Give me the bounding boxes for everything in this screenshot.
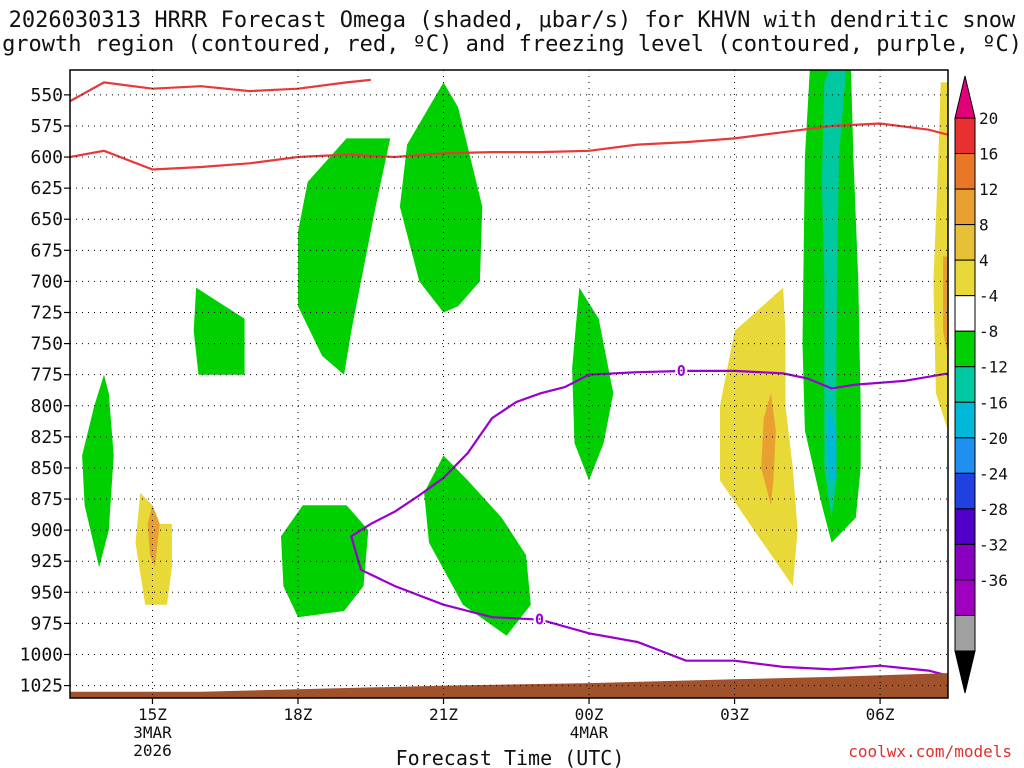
y-tick-label: 925 bbox=[30, 551, 63, 572]
colorbar-top-arrow bbox=[954, 75, 976, 119]
y-tick-label: 650 bbox=[30, 209, 63, 230]
y-tick-label: 775 bbox=[30, 365, 63, 386]
colorbar-bin bbox=[954, 614, 976, 652]
omega-region-green-3 bbox=[193, 287, 245, 375]
colorbar-bin bbox=[954, 330, 976, 368]
dgz-contour-lower bbox=[70, 122, 948, 171]
x-tick-label: 21Z bbox=[429, 705, 458, 724]
colorbar-label: 12 bbox=[979, 180, 998, 199]
freezing-level-label: 0 bbox=[535, 611, 544, 629]
colorbar-label: 8 bbox=[979, 216, 989, 235]
x-tick-label: 15Z bbox=[138, 705, 167, 724]
y-tick-label: 950 bbox=[30, 582, 63, 603]
colorbar-label: -36 bbox=[979, 571, 1008, 590]
colorbar-bin bbox=[954, 366, 976, 403]
colorbar-bin bbox=[954, 579, 976, 616]
y-tick-label: 550 bbox=[30, 85, 63, 106]
colorbar-bottom-arrow bbox=[954, 650, 976, 694]
y-tick-label: 625 bbox=[30, 178, 63, 199]
omega-region-teal-12 bbox=[821, 70, 847, 518]
freezing-level-label-bg bbox=[675, 362, 688, 378]
colorbar-label: 16 bbox=[979, 145, 998, 164]
colorbar-bin bbox=[954, 188, 976, 226]
freezing-level-contour bbox=[350, 369, 948, 677]
y-tick-label: 975 bbox=[30, 613, 63, 634]
colorbar-bin bbox=[954, 472, 976, 510]
colorbar-bin bbox=[954, 508, 976, 545]
y-tick-label: 725 bbox=[30, 302, 63, 323]
y-tick-label: 575 bbox=[30, 116, 63, 137]
omega-region-green-6 bbox=[281, 505, 369, 618]
colorbar-label: -4 bbox=[979, 287, 998, 306]
omega-region-green-7 bbox=[424, 455, 531, 636]
colorbar-label: -8 bbox=[979, 322, 998, 341]
colorbar-label: -20 bbox=[979, 429, 1008, 448]
y-tick-label: 750 bbox=[30, 334, 63, 355]
x-tick-label: 06Z bbox=[866, 705, 895, 724]
omega-region-green-4 bbox=[298, 138, 391, 375]
plot-frame bbox=[69, 69, 949, 699]
y-tick-label: 850 bbox=[30, 458, 63, 479]
chart-title-line-1: 2026030313 HRRR Forecast Omega (shaded, … bbox=[8, 8, 1016, 33]
x-tick-sublabel: 4MAR bbox=[570, 723, 609, 742]
y-tick-label: 1025 bbox=[20, 676, 63, 697]
y-tick-label: 675 bbox=[30, 240, 63, 261]
colorbar-label: -32 bbox=[979, 535, 1008, 554]
colorbar-bin bbox=[954, 259, 976, 297]
colorbar-bin bbox=[954, 295, 976, 332]
freezing-level-label: 0 bbox=[677, 362, 686, 380]
colorbar-bin bbox=[954, 224, 976, 261]
dgz-contour-upper bbox=[70, 78, 371, 103]
colorbar-label: 4 bbox=[979, 251, 989, 270]
x-tick-sublabel: 3MAR bbox=[133, 723, 172, 742]
omega-region-orange-10 bbox=[761, 393, 776, 506]
y-tick-label: 1000 bbox=[20, 644, 63, 665]
omega-region-yellow-9 bbox=[720, 287, 798, 587]
x-tick-sublabel: 2026 bbox=[133, 741, 172, 760]
colorbar-bin bbox=[954, 437, 976, 474]
omega-region-orange-2 bbox=[147, 505, 160, 568]
x-tick-label: 00Z bbox=[575, 705, 604, 724]
chart-title-line-2: growth region (contoured, red, ºC) and f… bbox=[2, 32, 1022, 57]
y-tick-label: 825 bbox=[30, 427, 63, 448]
y-tick-label: 875 bbox=[30, 489, 63, 510]
omega-region-green-5 bbox=[399, 82, 483, 313]
colorbar-label: -24 bbox=[979, 464, 1008, 483]
colorbar-bin bbox=[954, 401, 976, 439]
colorbar-label: -28 bbox=[979, 500, 1008, 519]
colorbar-label: -12 bbox=[979, 358, 1008, 377]
y-tick-label: 600 bbox=[30, 147, 63, 168]
colorbar-bin bbox=[954, 543, 976, 581]
y-tick-label: 900 bbox=[30, 520, 63, 541]
omega-region-green-0 bbox=[82, 374, 114, 568]
freezing-level-label-bg bbox=[533, 611, 546, 627]
watermark: coolwx.com/models bbox=[848, 742, 1012, 761]
x-axis-label: Forecast Time (UTC) bbox=[396, 746, 625, 768]
x-tick-label: 03Z bbox=[720, 705, 749, 724]
colorbar-bin bbox=[954, 117, 976, 155]
omega-region-cyan-13 bbox=[826, 405, 837, 481]
omega-region-green-8 bbox=[572, 287, 614, 481]
omega-region-yellow-14 bbox=[933, 82, 948, 431]
y-tick-label: 700 bbox=[30, 271, 63, 292]
colorbar-label: -16 bbox=[979, 393, 1008, 412]
x-tick-label: 18Z bbox=[284, 705, 313, 724]
colorbar-label: 20 bbox=[979, 109, 998, 128]
plot-area bbox=[70, 70, 948, 698]
y-tick-label: 800 bbox=[30, 396, 63, 417]
colorbar-bin bbox=[954, 153, 976, 190]
